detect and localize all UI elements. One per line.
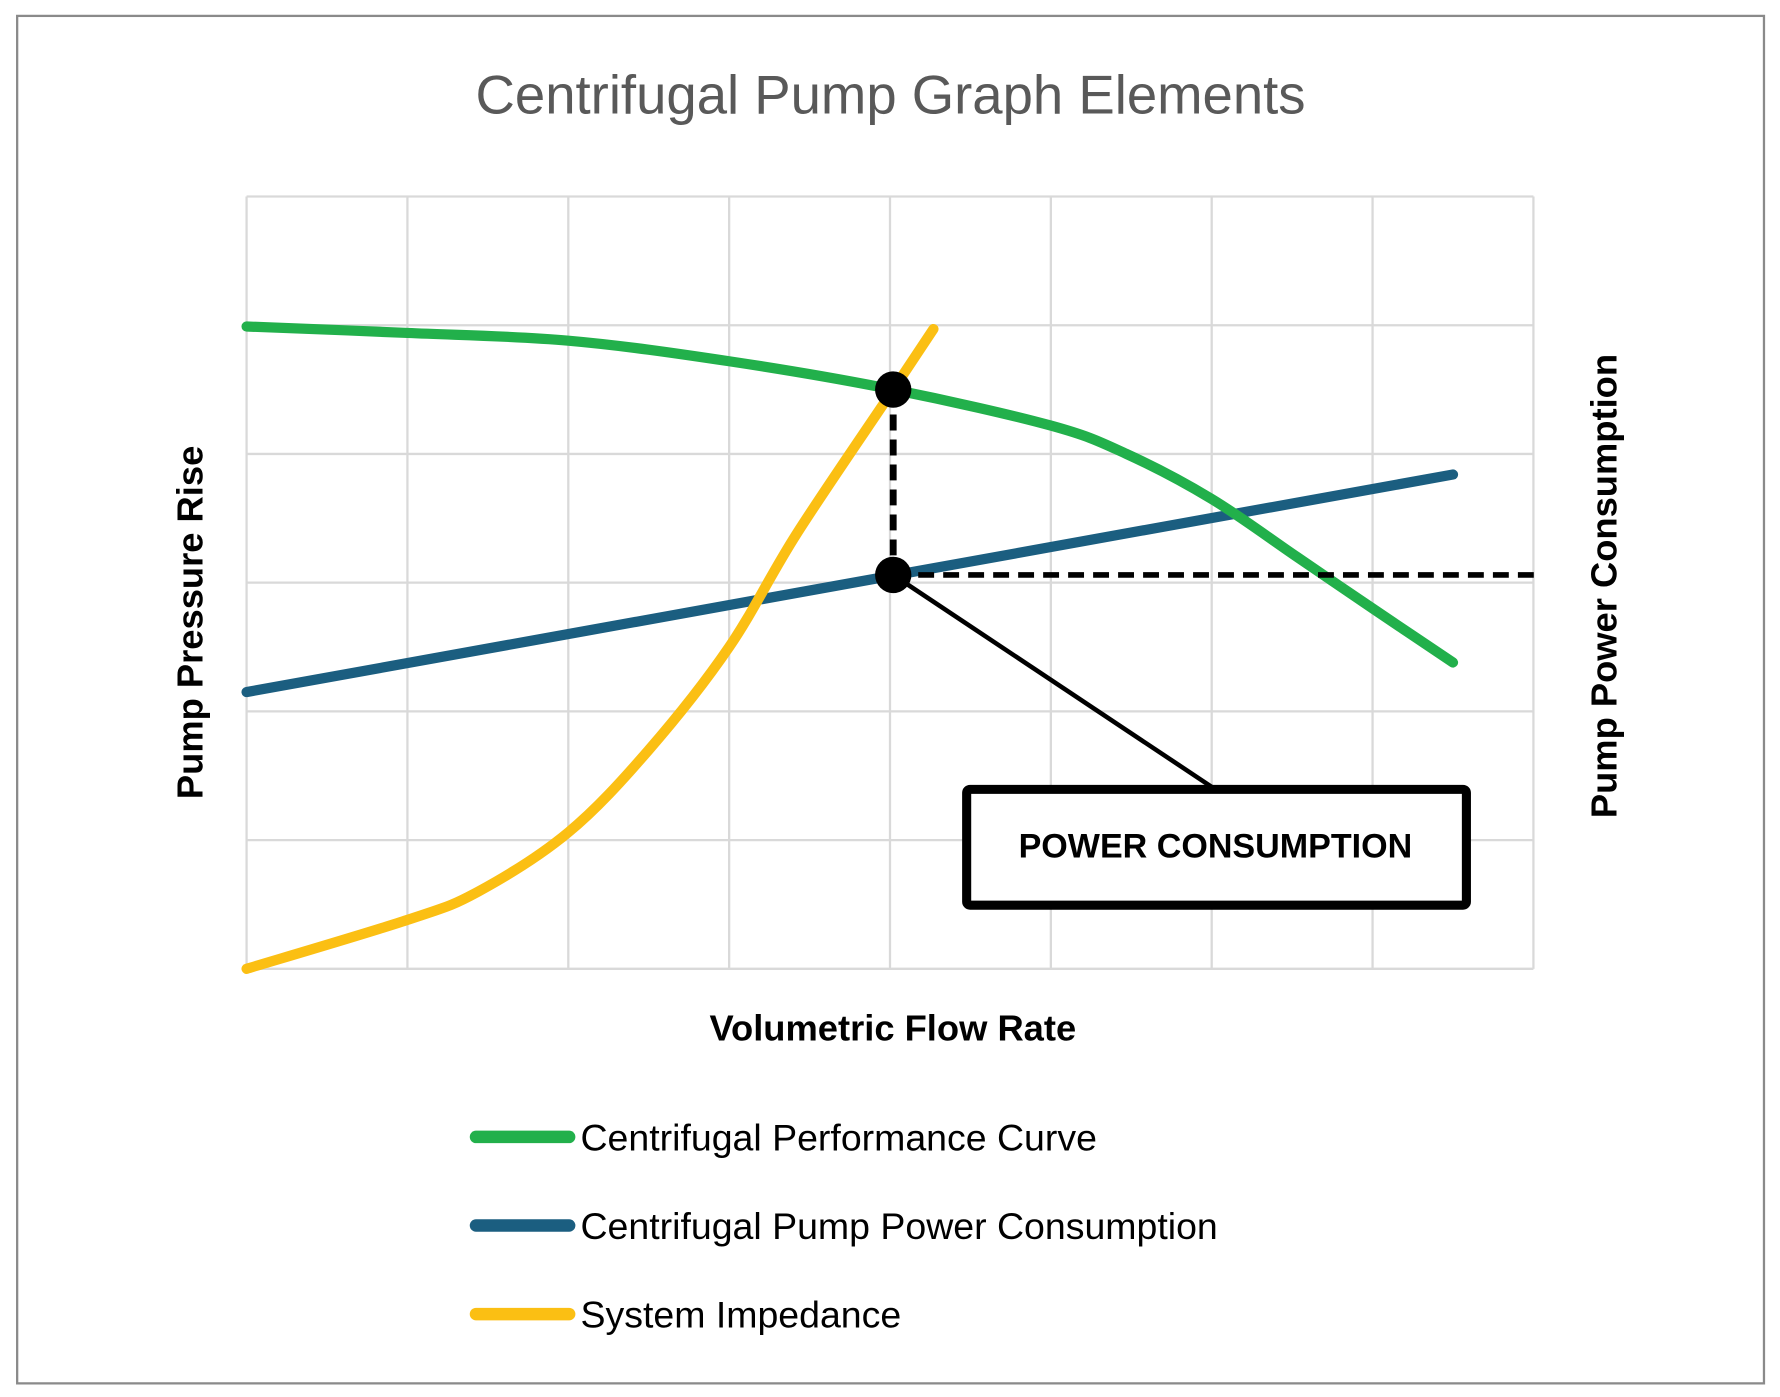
legend: Centrifugal Performance Curve Centrifugal…: [469, 1117, 1218, 1336]
callout-text: POWER CONSUMPTION: [1019, 828, 1413, 866]
annotations: POWER CONSUMPTION: [875, 371, 1536, 910]
callout-box: [962, 784, 1471, 910]
legend-label: System Impedance: [581, 1294, 902, 1336]
y-axis-right-label: Pump Power Consumption: [1583, 354, 1624, 818]
series-line-2: [241, 469, 1459, 698]
chart-title: Centrifugal Pump Graph Elements: [476, 65, 1306, 126]
x-axis-label: Volumetric Flow Rate: [709, 1007, 1076, 1048]
y-axis-label: Pump Pressure Rise: [169, 446, 210, 799]
operating-point-marker: [875, 371, 912, 408]
power-point-marker: [875, 556, 912, 594]
series-group: [241, 321, 1459, 974]
series-line-3: [241, 323, 939, 974]
legend-label: Centrifugal Performance Curve: [581, 1117, 1097, 1159]
series-line-1: [241, 321, 1459, 668]
callout-leader-line: [891, 573, 1214, 789]
legend-label: Centrifugal Pump Power Consumption: [581, 1205, 1218, 1247]
